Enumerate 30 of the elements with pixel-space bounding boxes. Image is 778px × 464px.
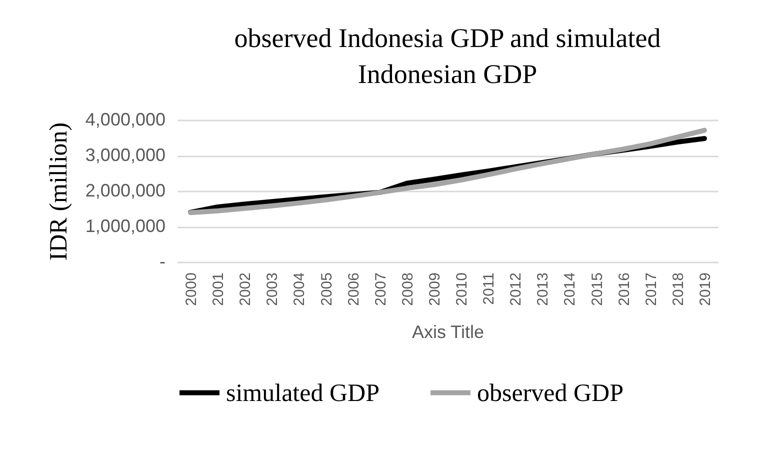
x-tick-label: 2017 bbox=[642, 272, 660, 306]
x-tick-label: 2007 bbox=[372, 272, 390, 306]
y-tick-label: - bbox=[160, 252, 166, 272]
x-tick-label: 2002 bbox=[237, 272, 254, 306]
x-tick-label: 2004 bbox=[291, 272, 308, 306]
x-tick-label: 2018 bbox=[670, 272, 687, 306]
x-tick-label: 2013 bbox=[534, 272, 552, 306]
x-tick-label: 2009 bbox=[426, 272, 444, 306]
x-tick-label: 2005 bbox=[318, 272, 336, 306]
x-tick-label: 2011 bbox=[480, 272, 498, 305]
x-tick-label: 2003 bbox=[264, 272, 282, 306]
x-tick-label: 2015 bbox=[588, 272, 606, 306]
x-tick-label: 2001 bbox=[210, 272, 228, 306]
x-axis-title: Axis Title bbox=[412, 322, 484, 342]
legend-label: observed GDP bbox=[477, 380, 624, 407]
legend-label: simulated GDP bbox=[226, 380, 380, 407]
x-tick-label: 2012 bbox=[508, 272, 525, 306]
y-tick-label: 3,000,000 bbox=[85, 145, 166, 165]
x-tick-label: 2014 bbox=[562, 272, 579, 306]
x-tick-label: 2006 bbox=[345, 272, 362, 306]
x-tick-label: 2019 bbox=[696, 272, 714, 306]
y-tick-label: 4,000,000 bbox=[85, 110, 166, 130]
y-tick-label: 2,000,000 bbox=[85, 180, 166, 200]
x-tick-label: 2016 bbox=[616, 272, 633, 306]
x-tick-label: 2010 bbox=[454, 272, 471, 306]
x-tick-label: 2000 bbox=[183, 272, 200, 306]
y-axis-title: IDR (million) bbox=[45, 122, 72, 261]
chart-title: observed Indonesia GDP and simulated Indonesian GDP bbox=[234, 23, 662, 89]
x-tick-label: 2008 bbox=[399, 272, 416, 306]
y-tick-label: 1,000,000 bbox=[85, 216, 166, 236]
